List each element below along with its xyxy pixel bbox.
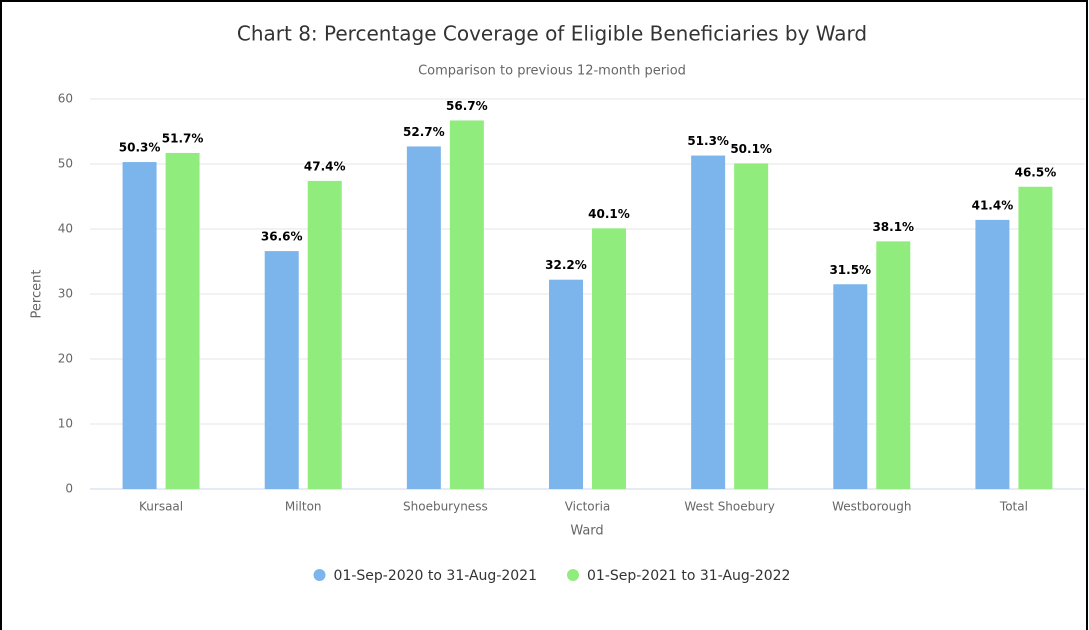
bar bbox=[406, 146, 441, 489]
data-label: 32.2% bbox=[545, 258, 587, 272]
y-tick-label: 0 bbox=[65, 482, 73, 496]
bar bbox=[1018, 186, 1053, 489]
y-tick-label: 60 bbox=[58, 92, 73, 106]
x-tick-label: Westborough bbox=[832, 500, 911, 514]
legend-marker bbox=[313, 569, 326, 581]
x-tick-label: West Shoebury bbox=[684, 500, 775, 514]
x-tick-label: Milton bbox=[285, 500, 322, 514]
data-label: 36.6% bbox=[261, 230, 303, 244]
bar bbox=[307, 180, 342, 489]
bar bbox=[833, 284, 868, 489]
x-tick-label: Shoeburyness bbox=[403, 500, 488, 514]
x-tick-label: Total bbox=[999, 500, 1028, 514]
legend-label: 01-Sep-2020 to 31-Aug-2021 bbox=[334, 568, 537, 584]
data-label: 52.7% bbox=[403, 125, 445, 139]
data-label: 47.4% bbox=[304, 159, 346, 173]
data-label: 41.4% bbox=[972, 198, 1014, 212]
data-label: 50.1% bbox=[730, 142, 772, 156]
y-tick-label: 50 bbox=[58, 157, 73, 171]
bar bbox=[975, 219, 1010, 489]
data-label: 31.5% bbox=[829, 263, 871, 277]
chart-title: Chart 8: Percentage Coverage of Eligible… bbox=[237, 22, 867, 46]
legend-label: 01-Sep-2021 to 31-Aug-2022 bbox=[587, 568, 790, 584]
bar bbox=[592, 228, 626, 489]
y-tick-label: 10 bbox=[58, 417, 73, 431]
data-label: 38.1% bbox=[872, 220, 914, 234]
data-label: 50.3% bbox=[119, 141, 161, 155]
bar bbox=[549, 279, 583, 489]
bar bbox=[449, 120, 484, 489]
y-tick-label: 30 bbox=[58, 287, 73, 301]
bar bbox=[264, 251, 299, 489]
data-label: 40.1% bbox=[588, 207, 630, 221]
x-tick-label: Kursaal bbox=[139, 500, 183, 514]
bar bbox=[876, 241, 911, 489]
chart-subtitle: Comparison to previous 12-month period bbox=[418, 64, 686, 79]
y-tick-label: 40 bbox=[58, 222, 73, 236]
data-label: 46.5% bbox=[1015, 165, 1057, 179]
x-tick-label: Victoria bbox=[565, 500, 611, 514]
bar bbox=[165, 152, 200, 489]
y-axis-label: Percent bbox=[30, 270, 45, 319]
x-axis-label: Ward bbox=[570, 524, 603, 539]
bar bbox=[734, 163, 769, 489]
data-label: 51.3% bbox=[687, 134, 729, 148]
data-label: 51.7% bbox=[162, 131, 204, 145]
y-tick-label: 20 bbox=[58, 352, 73, 366]
data-label: 56.7% bbox=[446, 99, 488, 113]
bar bbox=[691, 155, 726, 490]
legend-marker bbox=[567, 569, 579, 581]
bar bbox=[122, 162, 157, 490]
